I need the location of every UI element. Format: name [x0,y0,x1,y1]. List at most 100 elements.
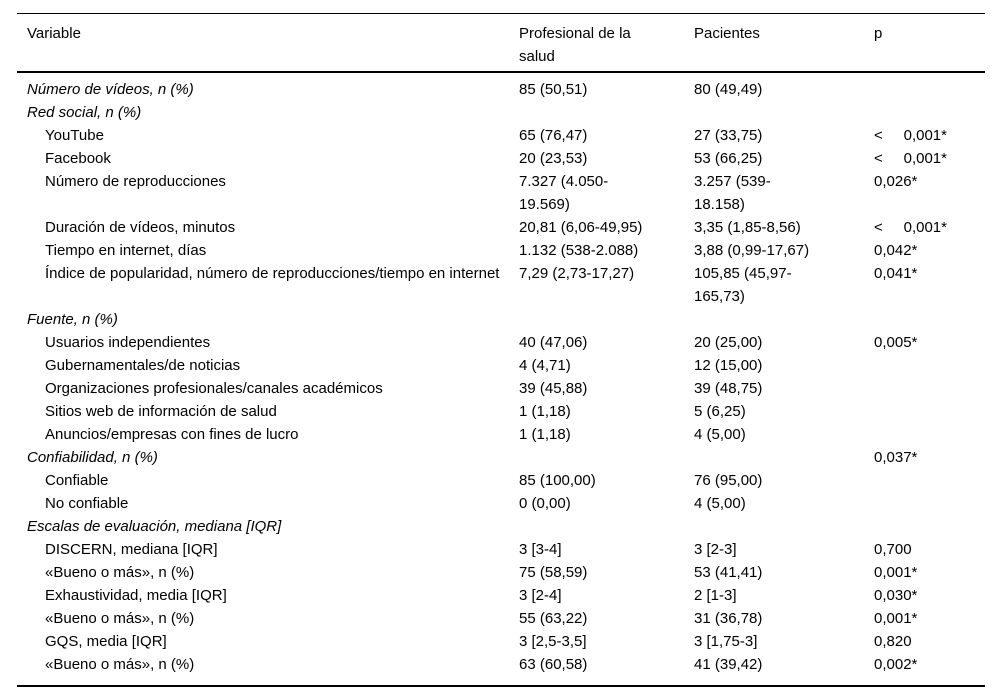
patients-value-cell [694,515,874,538]
professional-value-cell: 3 [2-4] [519,587,562,604]
patients-value-cell: 3,88 (0,99-17,67) [694,242,810,259]
table-row: «Bueno o más», n (%) 55 (63,22) 31 (36,7… [17,607,985,630]
patients-value-cell: 53 (66,25) [694,150,763,167]
column-header-professional: Profesional de la salud [519,13,694,73]
variable-cell: Número de vídeos, n (%) [27,81,194,98]
patients-value-cell: 2 [1-3] [694,587,737,604]
comparison-table: Variable Profesional de la salud Pacient… [17,13,985,687]
variable-cell: Gubernamentales/de noticias [45,357,241,374]
variable-cell: Usuarios independientes [45,334,211,351]
p-value-cell [874,354,985,377]
p-value-cell [874,492,985,515]
p-value-cell: 0,026* [874,173,918,190]
variable-cell: Índice de popularidad, número de reprodu… [45,265,500,282]
patients-value-cell: 4 (5,00) [694,426,746,443]
p-value-cell: 0,030* [874,587,918,604]
patients-value-cell: 76 (95,00) [694,472,763,489]
header-row: Variable Profesional de la salud Pacient… [17,13,985,73]
variable-cell: GQS, media [IQR] [45,633,167,650]
p-value-cell: < 0,001* [874,127,947,144]
table-row: Confiable 85 (100,00) 76 (95,00) [17,469,985,492]
patients-value-cell: 3.257 (539-18.158) [694,173,771,213]
variable-cell: Facebook [45,150,111,167]
professional-value-cell: 3 [2,5-3,5] [519,633,587,650]
patients-value-cell: 27 (33,75) [694,127,763,144]
professional-value-cell: 85 (100,00) [519,472,596,489]
table-row: Duración de vídeos, minutos 20,81 (6,06-… [17,216,985,239]
patients-value-cell: 39 (48,75) [694,380,763,397]
p-value-cell: 0,700 [874,541,912,558]
professional-value-cell: 1 (1,18) [519,426,571,443]
p-value-cell: < 0,001* [874,219,947,236]
p-value-cell [874,469,985,492]
professional-value-cell: 65 (76,47) [519,127,588,144]
variable-cell: YouTube [45,127,104,144]
table-row: Número de vídeos, n (%) 85 (50,51) 80 (4… [17,72,985,101]
p-value-cell [874,101,985,124]
table-header: Variable Profesional de la salud Pacient… [17,13,985,73]
table-row: DISCERN, mediana [IQR] 3 [3-4] 3 [2-3] 0… [17,538,985,561]
column-header-p: p [874,13,985,73]
patients-value-cell: 3 [2-3] [694,541,737,558]
table-row: Gubernamentales/de noticias 4 (4,71) 12 … [17,354,985,377]
professional-value-cell [519,101,694,124]
patients-value-cell: 31 (36,78) [694,610,763,627]
column-header-patients: Pacientes [694,13,874,73]
table-row: Anuncios/empresas con fines de lucro 1 (… [17,423,985,446]
patients-value-cell: 80 (49,49) [694,81,763,98]
p-value-cell: 0,002* [874,656,918,673]
p-value-cell [874,423,985,446]
variable-cell: DISCERN, mediana [IQR] [45,541,218,558]
patients-value-cell: 53 (41,41) [694,564,763,581]
p-value-cell: 0,005* [874,334,918,351]
p-value-cell: < 0,001* [874,150,947,167]
p-value-cell [874,400,985,423]
p-value-cell [874,308,985,331]
professional-value-cell: 55 (63,22) [519,610,588,627]
table-row: Exhaustividad, media [IQR] 3 [2-4] 2 [1-… [17,584,985,607]
patients-value-cell [694,446,874,469]
variable-cell: Escalas de evaluación, mediana [IQR] [27,518,282,535]
professional-value-cell: 20 (23,53) [519,150,588,167]
professional-value-cell: 7.327 (4.050-19.569) [519,173,609,213]
patients-value-cell: 41 (39,42) [694,656,763,673]
variable-cell: Número de reproducciones [45,173,226,190]
table-row: Red social, n (%) [17,101,985,124]
professional-value-cell: 63 (60,58) [519,656,588,673]
table-row: Número de reproducciones 7.327 (4.050-19… [17,170,985,216]
variable-cell: Fuente, n (%) [27,311,118,328]
column-header-variable: Variable [17,13,519,73]
table-row: Organizaciones profesionales/canales aca… [17,377,985,400]
variable-cell: Confiable [45,472,109,489]
patients-value-cell: 105,85 (45,97-165,73) [694,265,792,305]
table-row: Fuente, n (%) [17,308,985,331]
professional-value-cell [519,308,694,331]
variable-cell: Organizaciones profesionales/canales aca… [45,380,383,397]
variable-cell: «Bueno o más», n (%) [45,610,195,627]
table-row: GQS, media [IQR] 3 [2,5-3,5] 3 [1,75-3] … [17,630,985,653]
professional-value-cell: 3 [3-4] [519,541,562,558]
table-row: «Bueno o más», n (%) 75 (58,59) 53 (41,4… [17,561,985,584]
professional-value-cell [519,515,694,538]
professional-value-cell: 7,29 (2,73-17,27) [519,265,635,282]
table-row: Facebook 20 (23,53) 53 (66,25) < 0,001* [17,147,985,170]
professional-value-cell: 1 (1,18) [519,403,571,420]
p-value-cell [874,377,985,400]
table-row: YouTube 65 (76,47) 27 (33,75) < 0,001* [17,124,985,147]
variable-cell: Exhaustividad, media [IQR] [45,587,227,604]
professional-value-cell [519,446,694,469]
table-row: Tiempo en internet, días 1.132 (538-2.08… [17,239,985,262]
p-value-cell: 0,042* [874,242,918,259]
patients-value-cell: 5 (6,25) [694,403,746,420]
professional-value-cell: 20,81 (6,06-49,95) [519,219,643,236]
paper-table-container: Variable Profesional de la salud Pacient… [17,13,985,687]
patients-value-cell: 3 [1,75-3] [694,633,758,650]
table-row: No confiable 0 (0,00) 4 (5,00) [17,492,985,515]
professional-value-cell: 0 (0,00) [519,495,571,512]
professional-value-cell: 75 (58,59) [519,564,588,581]
patients-value-cell [694,101,874,124]
table-row: Escalas de evaluación, mediana [IQR] [17,515,985,538]
table-row: Confiabilidad, n (%) 0,037* [17,446,985,469]
patients-value-cell: 3,35 (1,85-8,56) [694,219,801,236]
p-value-cell: 0,001* [874,610,918,627]
